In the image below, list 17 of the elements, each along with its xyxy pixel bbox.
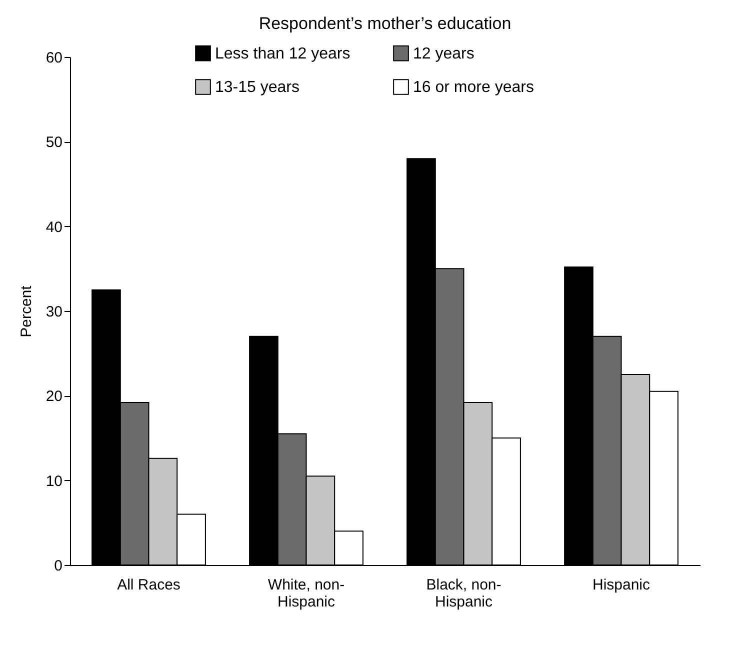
- y-tick-label: 0: [54, 558, 62, 574]
- y-tick-label: 60: [46, 50, 62, 66]
- x-tick-label: All Races: [117, 576, 180, 594]
- x-tick-label: Black, non-Hispanic: [426, 576, 502, 610]
- y-axis-title: Percent: [18, 284, 35, 338]
- chart-title: Respondent’s mother’s education: [258, 14, 512, 33]
- legend-label: 12 years: [413, 45, 474, 62]
- y-tick-label: 30: [46, 304, 62, 320]
- legend-label: 16 or more years: [413, 79, 534, 96]
- y-tick-label: 10: [46, 472, 62, 490]
- legend-label: 13-15 years: [215, 79, 300, 96]
- legend-label: Less than 12 years: [215, 45, 350, 62]
- y-tick-label: 40: [46, 218, 62, 236]
- x-tick-label: Hispanic: [592, 576, 651, 594]
- y-tick-label: 50: [46, 134, 62, 152]
- y-tick-label: 20: [46, 388, 62, 406]
- x-tick-label: White, non-Hispanic: [268, 576, 345, 610]
